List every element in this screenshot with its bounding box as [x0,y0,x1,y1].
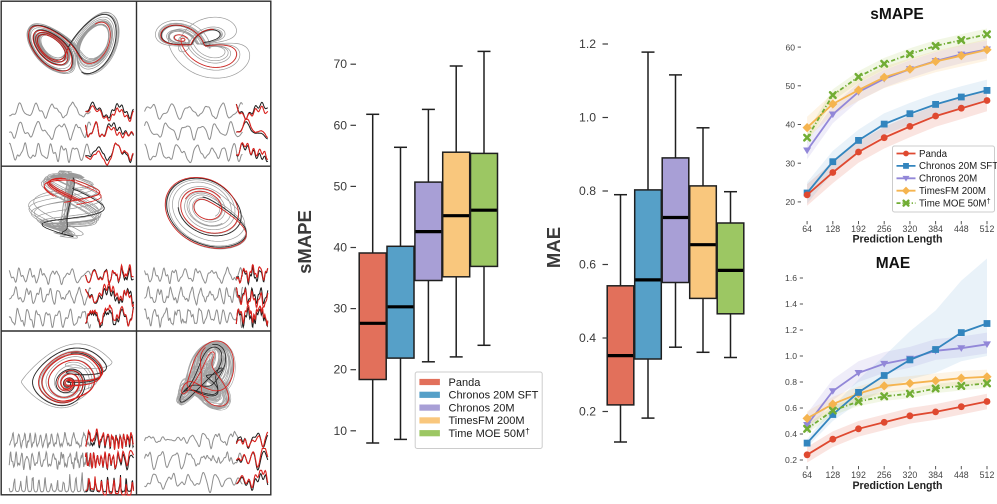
svg-text:sMAPE: sMAPE [870,6,923,23]
svg-text:64: 64 [802,224,812,234]
svg-text:0.6: 0.6 [785,403,797,413]
svg-text:0.6: 0.6 [579,258,596,272]
svg-text:30: 30 [785,158,795,168]
svg-text:0.2: 0.2 [785,455,797,465]
svg-text:Panda: Panda [449,377,482,389]
svg-text:320: 320 [903,470,918,480]
svg-text:1.0: 1.0 [785,351,797,361]
svg-text:Panda: Panda [919,149,948,160]
svg-text:192: 192 [851,224,866,234]
svg-text:20: 20 [333,363,347,377]
svg-text:1.0: 1.0 [579,111,596,125]
svg-text:70: 70 [333,57,347,71]
svg-text:Prediction Length: Prediction Length [852,480,942,492]
svg-text:0.8: 0.8 [579,184,596,198]
svg-text:256: 256 [877,224,892,234]
svg-text:64: 64 [802,470,812,480]
svg-text:Chronos 20M: Chronos 20M [919,174,977,185]
svg-text:256: 256 [877,470,892,480]
svg-text:MAE: MAE [543,227,564,268]
svg-text:Chronos 20M SFT: Chronos 20M SFT [919,161,997,172]
svg-text:512: 512 [980,470,995,480]
svg-text:1.6: 1.6 [785,273,797,283]
svg-text:TimesFM 200M: TimesFM 200M [919,186,986,197]
svg-text:20: 20 [785,197,795,207]
svg-text:1.4: 1.4 [785,299,797,309]
svg-text:128: 128 [825,224,840,234]
svg-text:448: 448 [954,470,969,480]
svg-text:Chronos 20M: Chronos 20M [449,402,515,414]
svg-text:384: 384 [928,470,943,480]
svg-text:384: 384 [928,224,943,234]
svg-text:0.2: 0.2 [579,405,596,419]
svg-text:60: 60 [785,42,795,52]
svg-text:40: 40 [333,241,347,255]
svg-text:Time MOE 50M†: Time MOE 50M† [449,426,531,440]
svg-text:0.4: 0.4 [579,331,596,345]
svg-text:448: 448 [954,224,969,234]
svg-text:1.2: 1.2 [785,325,797,335]
svg-text:Chronos 20M SFT: Chronos 20M SFT [449,390,539,402]
svg-text:Prediction Length: Prediction Length [852,234,942,246]
svg-text:30: 30 [333,302,347,316]
svg-text:192: 192 [851,470,866,480]
svg-text:Time MOE 50M†: Time MOE 50M† [919,196,991,209]
svg-text:sMAPE: sMAPE [294,210,315,274]
svg-text:320: 320 [903,224,918,234]
svg-text:1.2: 1.2 [579,37,596,51]
svg-text:0.8: 0.8 [785,377,797,387]
svg-text:10: 10 [333,424,347,438]
svg-text:0.4: 0.4 [785,429,797,439]
svg-text:MAE: MAE [876,255,910,272]
svg-text:TimesFM 200M: TimesFM 200M [449,415,525,427]
svg-text:50: 50 [785,81,795,91]
svg-text:40: 40 [785,120,795,130]
svg-text:50: 50 [333,179,347,193]
svg-text:128: 128 [825,470,840,480]
svg-text:60: 60 [333,118,347,132]
svg-text:512: 512 [980,224,995,234]
